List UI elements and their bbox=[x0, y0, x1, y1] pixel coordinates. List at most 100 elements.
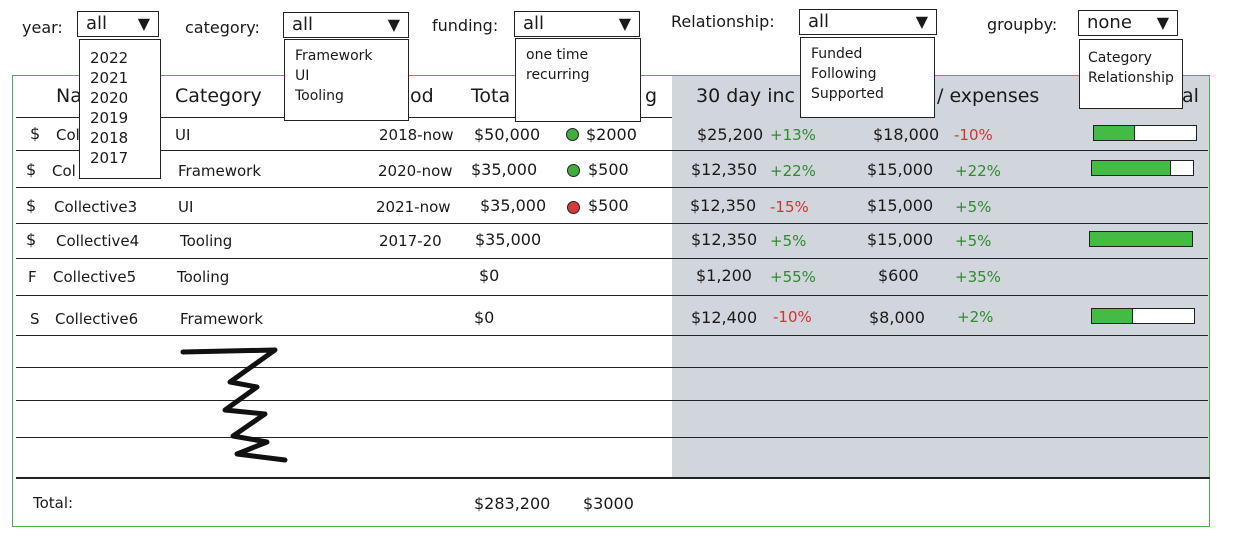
year-select[interactable]: all ▼ bbox=[77, 11, 159, 37]
header-total[interactable]: Tota bbox=[471, 85, 511, 107]
year-filter-label: year: bbox=[22, 18, 63, 37]
groupby-select[interactable]: none ▼ bbox=[1078, 10, 1178, 36]
header-period[interactable]: od bbox=[410, 85, 434, 107]
row-income: $12,350 bbox=[691, 160, 758, 179]
row-expenses-change: -10% bbox=[954, 126, 993, 144]
year-option[interactable]: 2019 bbox=[90, 109, 129, 127]
year-dropdown-menu: 2022 2021 2020 2019 2018 2017 bbox=[79, 39, 161, 179]
row-category: UI bbox=[178, 198, 194, 216]
year-option[interactable]: 2020 bbox=[90, 89, 129, 107]
row-recurring: $2000 bbox=[586, 125, 637, 144]
row-recurring: $500 bbox=[588, 160, 629, 179]
row-name[interactable]: Collective3 bbox=[54, 198, 138, 216]
row-name[interactable]: Col bbox=[56, 126, 80, 144]
row-divider bbox=[16, 223, 1208, 225]
groupby-option[interactable]: Relationship bbox=[1088, 70, 1174, 86]
row-income-change: +5% bbox=[770, 232, 807, 250]
funding-type-icon: F bbox=[28, 268, 37, 286]
row-expenses-change: +22% bbox=[955, 162, 1001, 180]
progress-bar bbox=[1091, 160, 1194, 176]
funding-type-icon: S bbox=[30, 310, 40, 328]
funding-select[interactable]: all ▼ bbox=[514, 11, 640, 37]
relationship-dropdown-menu: Funded Following Supported bbox=[800, 37, 935, 118]
row-total: $35,000 bbox=[475, 230, 542, 249]
row-divider bbox=[16, 187, 1208, 189]
progress-fill bbox=[1092, 309, 1133, 323]
row-category: Tooling bbox=[177, 268, 230, 286]
row-category: Tooling bbox=[180, 232, 233, 250]
year-option[interactable]: 2018 bbox=[90, 129, 129, 147]
row-name[interactable]: Collective4 bbox=[56, 232, 140, 250]
year-option[interactable]: 2017 bbox=[90, 149, 129, 167]
row-income-change: -10% bbox=[773, 308, 812, 326]
header-category[interactable]: Category bbox=[175, 85, 262, 107]
row-category: Framework bbox=[178, 162, 262, 180]
relationship-option[interactable]: Following bbox=[811, 66, 877, 82]
scribble-placeholder bbox=[180, 347, 288, 463]
category-option[interactable]: UI bbox=[295, 68, 310, 84]
row-income-change: -15% bbox=[770, 198, 809, 216]
chevron-down-icon: ▼ bbox=[387, 15, 400, 34]
row-income: $12,400 bbox=[691, 308, 758, 327]
row-category: Framework bbox=[180, 310, 264, 328]
funding-option[interactable]: one time bbox=[526, 47, 589, 63]
row-name[interactable]: Col bbox=[52, 162, 76, 180]
row-total: $35,000 bbox=[471, 160, 538, 179]
row-expenses-change: +35% bbox=[955, 268, 1001, 286]
chevron-down-icon: ▼ bbox=[1156, 13, 1169, 32]
metrics-panel bbox=[672, 76, 1209, 477]
funding-type-icon: $ bbox=[30, 124, 41, 143]
category-select[interactable]: all ▼ bbox=[283, 12, 409, 38]
row-period: 2021-now bbox=[376, 198, 451, 216]
funding-type-icon: $ bbox=[26, 160, 37, 179]
relationship-filter-label: Relationship: bbox=[671, 12, 775, 31]
relationship-option[interactable]: Funded bbox=[811, 46, 863, 62]
category-option[interactable]: Framework bbox=[295, 48, 373, 64]
progress-fill bbox=[1090, 232, 1192, 246]
row-period: 2018-now bbox=[379, 126, 454, 144]
header-expenses[interactable]: / expenses bbox=[937, 85, 1040, 107]
relationship-select[interactable]: all ▼ bbox=[799, 9, 937, 35]
header-name[interactable]: Na bbox=[56, 85, 82, 107]
groupby-option[interactable]: Category bbox=[1088, 50, 1152, 66]
progress-fill bbox=[1092, 161, 1171, 175]
relationship-option[interactable]: Supported bbox=[811, 86, 884, 102]
progress-bar bbox=[1091, 308, 1195, 324]
status-dot bbox=[567, 201, 580, 214]
row-income: $1,200 bbox=[696, 266, 752, 285]
header-income[interactable]: 30 day inc bbox=[696, 85, 795, 107]
chevron-down-icon: ▼ bbox=[915, 12, 928, 31]
category-option[interactable]: Tooling bbox=[295, 88, 344, 104]
row-divider bbox=[16, 258, 1208, 260]
progress-bar bbox=[1089, 231, 1193, 247]
row-expenses-change: +5% bbox=[955, 198, 992, 216]
year-option[interactable]: 2022 bbox=[90, 49, 129, 67]
row-name[interactable]: Collective5 bbox=[53, 268, 137, 286]
row-income: $12,350 bbox=[690, 196, 757, 215]
row-expenses-change: +2% bbox=[957, 308, 994, 326]
funding-option[interactable]: recurring bbox=[526, 67, 590, 83]
category-filter-label: category: bbox=[185, 18, 260, 37]
row-divider bbox=[16, 400, 1208, 402]
status-dot bbox=[567, 164, 580, 177]
row-divider bbox=[16, 295, 1208, 297]
progress-bar bbox=[1093, 125, 1197, 141]
row-divider bbox=[16, 437, 1208, 439]
row-income-change: +55% bbox=[770, 268, 816, 286]
row-period: 2017-20 bbox=[379, 232, 442, 250]
year-option[interactable]: 2021 bbox=[90, 69, 129, 87]
row-expenses: $15,000 bbox=[867, 196, 934, 215]
row-expenses: $15,000 bbox=[867, 230, 934, 249]
row-name[interactable]: Collective6 bbox=[55, 310, 139, 328]
row-recurring: $500 bbox=[588, 196, 629, 215]
relationship-select-value: all bbox=[808, 11, 830, 32]
category-dropdown-menu: Framework UI Tooling bbox=[284, 39, 409, 121]
header-last[interactable]: al bbox=[1182, 85, 1199, 107]
chevron-down-icon: ▼ bbox=[618, 14, 631, 33]
row-divider bbox=[16, 335, 1208, 337]
row-category: UI bbox=[175, 126, 191, 144]
header-recurring[interactable]: g bbox=[645, 85, 658, 107]
row-income-change: +22% bbox=[770, 162, 816, 180]
groupby-dropdown-menu: Category Relationship bbox=[1079, 39, 1183, 109]
row-total: $35,000 bbox=[480, 196, 547, 215]
